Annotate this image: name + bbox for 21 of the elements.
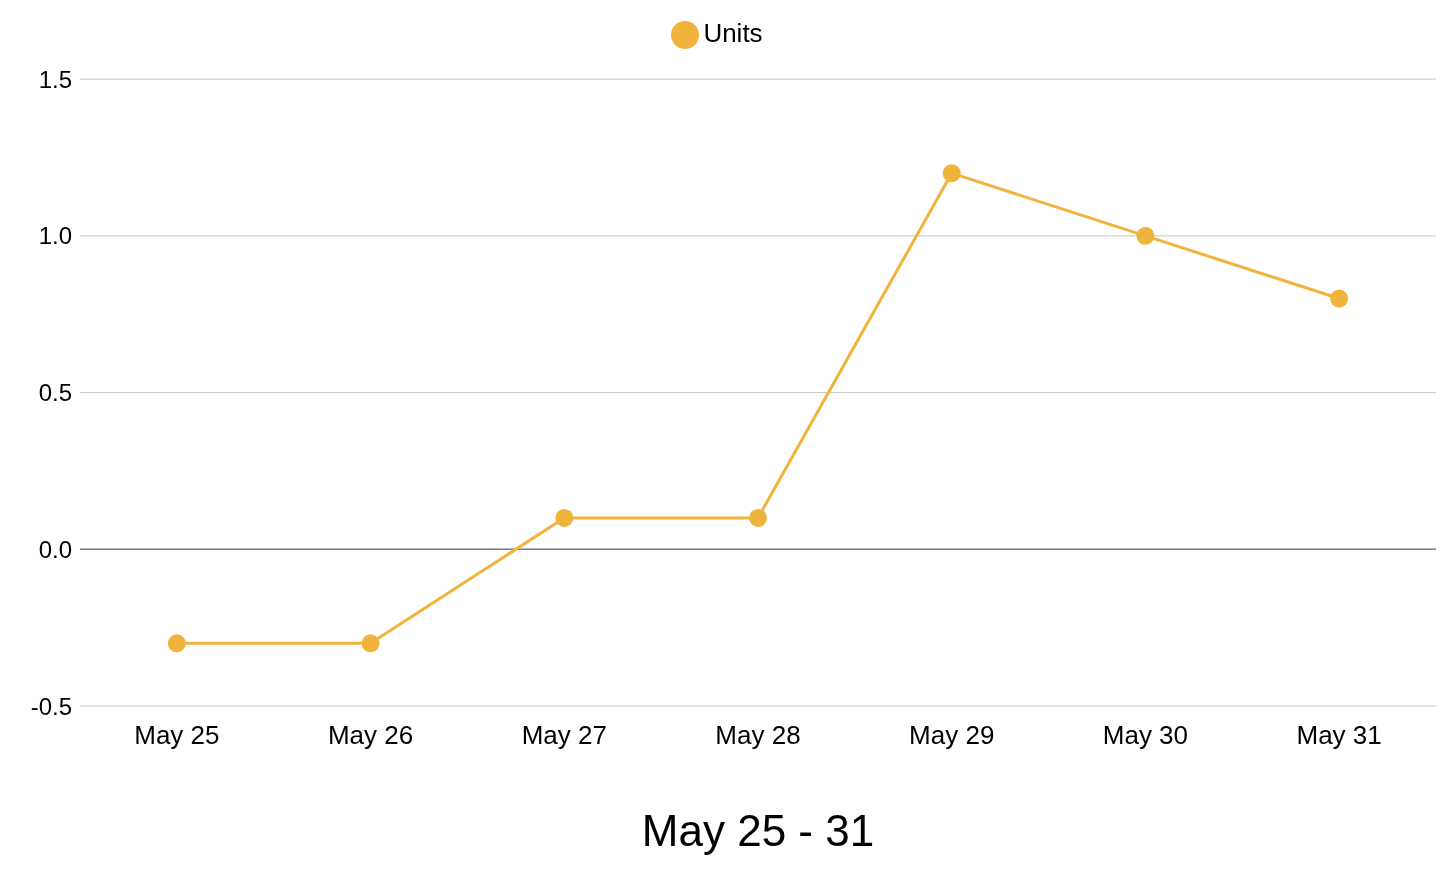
- y-tick-label: 1.5: [38, 65, 72, 93]
- y-tick-label: -0.5: [30, 692, 72, 720]
- point: [361, 634, 380, 653]
- y-tick-label: 1.0: [38, 222, 72, 250]
- x-tick-label: May 30: [1102, 720, 1189, 751]
- x-tick-label: May 29: [909, 720, 995, 751]
- x-tick-label: May 28: [715, 720, 801, 751]
- x-axis-title: May 25 - 31: [641, 806, 875, 855]
- x-tick-label: May 31: [1296, 720, 1382, 751]
- y-tick-label: 0.5: [38, 379, 72, 407]
- point: [555, 508, 574, 527]
- point: [167, 634, 186, 653]
- point: [942, 164, 961, 183]
- point: [1136, 226, 1155, 245]
- x-tick-label: May 27: [521, 720, 607, 751]
- point: [749, 508, 767, 527]
- legend-label: Units: [703, 18, 763, 48]
- x-tick-label: May 26: [327, 720, 414, 751]
- y-tick-label: 0.0: [38, 535, 72, 563]
- point: [1330, 289, 1349, 308]
- x-tick-label: May 25: [134, 720, 220, 751]
